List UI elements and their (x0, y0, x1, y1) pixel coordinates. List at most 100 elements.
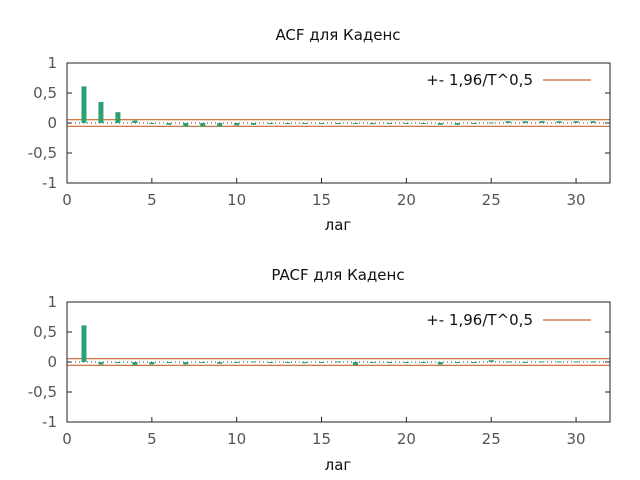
acf-bar-lag-3 (115, 112, 121, 123)
pacf-xtick-label: 0 (62, 430, 72, 448)
pacf-bar-lag-24 (471, 362, 477, 363)
pacf-bar-lag-25 (488, 360, 494, 362)
acf-bar-lag-26 (505, 121, 511, 123)
pacf-bar-lag-29 (556, 361, 562, 363)
acf-bar-lag-8 (200, 123, 206, 127)
pacf-xtick-label: 15 (312, 430, 331, 448)
acf-xtick-label: 30 (567, 191, 586, 209)
acf-bar-lag-16 (336, 123, 341, 124)
acf-ytick-label: 0,5 (33, 84, 57, 102)
acf-bar-lag-2 (98, 102, 104, 123)
acf-bar-lag-25 (488, 122, 494, 124)
acf-legend-label: +- 1,96/T^0,5 (426, 71, 533, 89)
pacf-xtick-label: 10 (227, 430, 246, 448)
pacf-bar-lag-27 (522, 362, 528, 363)
acf-bar-lag-31 (590, 121, 596, 123)
pacf-xtick-label: 25 (482, 430, 501, 448)
pacf-bar-lag-10 (234, 362, 240, 363)
pacf-panel: PACF для Каденс лаг +- 1,96/T^0,5 10,50-… (28, 266, 611, 474)
acf-xtick-label: 10 (227, 191, 246, 209)
acf-bar-lag-6 (166, 123, 172, 125)
pacf-bar-lag-4 (132, 362, 138, 365)
pacf-bar-lag-6 (166, 362, 172, 363)
acf-bar-lag-29 (556, 121, 562, 123)
pacf-bar-lag-14 (302, 362, 308, 364)
acf-xtick-label: 0 (62, 191, 72, 209)
acf-xtick-label: 5 (147, 191, 157, 209)
pacf-bar-lag-28 (539, 361, 545, 363)
pacf-bar-lag-19 (386, 362, 392, 363)
pacf-bar-lag-13 (285, 362, 291, 363)
pacf-bar-lag-9 (217, 362, 223, 364)
pacf-bar-lag-17 (352, 362, 358, 365)
pacf-ytick-label: -1 (42, 413, 57, 431)
pacf-ytick-label: 1 (47, 293, 57, 311)
acf-bar-lag-13 (285, 123, 291, 124)
acf-bar-lag-27 (522, 121, 528, 123)
pacf-legend-label: +- 1,96/T^0,5 (426, 311, 533, 329)
acf-bar-lag-18 (369, 123, 375, 125)
pacf-bar-lag-3 (115, 362, 121, 363)
acf-bar-lag-15 (319, 123, 325, 124)
acf-bar-lag-9 (217, 123, 223, 127)
acf-plot-frame (66, 62, 611, 184)
pacf-bar-lag-2 (98, 362, 104, 365)
acf-xtick-label: 20 (397, 191, 416, 209)
acf-bar-lag-7 (183, 123, 189, 127)
acf-tick-labels: 1 0,5 0 -0,5 -1 0 5 10 15 20 25 30 (28, 54, 586, 209)
pacf-bar-lag-23 (454, 362, 460, 363)
acf-bar-lag-14 (302, 123, 308, 124)
pacf-x-axis-label: лаг (325, 456, 352, 474)
acf-bar-lag-19 (386, 123, 392, 124)
pacf-xtick-label: 30 (567, 430, 586, 448)
pacf-bar-lag-8 (200, 362, 206, 363)
pacf-ytick-label: 0 (47, 353, 57, 371)
pacf-ytick-label: 0,5 (33, 323, 57, 341)
acf-bar-lag-11 (251, 123, 257, 125)
acf-title: ACF для Каденс (275, 26, 400, 44)
pacf-bar-lag-15 (319, 362, 325, 363)
pacf-tick-labels: 1 0,5 0 -0,5 -1 0 5 10 15 20 25 30 (28, 293, 586, 448)
acf-bar-lag-21 (420, 123, 426, 124)
pacf-bar-lag-18 (369, 362, 375, 363)
acf-x-axis-label: лаг (325, 216, 352, 234)
acf-ytick-label: 0 (47, 114, 57, 132)
acf-bar-lag-28 (539, 121, 545, 123)
acf-bar-lag-1 (81, 86, 87, 123)
pacf-bar-lag-21 (420, 362, 426, 363)
pacf-marks (66, 301, 611, 423)
acf-ytick-label: 1 (47, 54, 57, 72)
acf-ytick-label: -1 (42, 174, 57, 192)
pacf-bar-lag-22 (437, 362, 443, 365)
acf-bar-lag-12 (268, 123, 274, 124)
acf-bar-lag-4 (132, 120, 138, 123)
pacf-bar-lag-1 (81, 325, 87, 362)
acf-bar-lag-30 (573, 121, 579, 123)
pacf-bar-lag-12 (268, 362, 274, 363)
pacf-bar-lag-20 (403, 362, 409, 363)
pacf-plot-frame (66, 301, 611, 423)
acf-marks (66, 62, 611, 184)
pacf-xtick-label: 5 (147, 430, 157, 448)
pacf-bar-lag-30 (573, 361, 579, 363)
pacf-ytick-label: -0,5 (28, 383, 57, 401)
pacf-title: PACF для Каденс (271, 266, 404, 284)
pacf-xtick-label: 20 (397, 430, 416, 448)
acf-bar-lag-17 (352, 123, 358, 124)
pacf-bar-lag-16 (336, 361, 341, 363)
pacf-bar-lag-7 (183, 362, 189, 365)
acf-bar-lag-20 (403, 123, 409, 124)
acf-ytick-label: -0,5 (28, 144, 57, 162)
pacf-bar-lag-26 (505, 361, 511, 363)
acf-bar-lag-5 (149, 123, 155, 124)
acf-bar-lag-23 (454, 123, 460, 125)
acf-xtick-label: 25 (482, 191, 501, 209)
pacf-bar-lag-31 (590, 361, 596, 363)
acf-bar-lag-10 (234, 123, 240, 126)
pacf-bar-lag-11 (251, 361, 257, 363)
acf-bar-lag-22 (437, 123, 443, 125)
pacf-bar-lag-5 (149, 362, 155, 365)
acf-panel: ACF для Каденс лаг +- 1,96/T^0,5 1 0,5 0 -0… (28, 26, 611, 234)
acf-xtick-label: 15 (312, 191, 331, 209)
